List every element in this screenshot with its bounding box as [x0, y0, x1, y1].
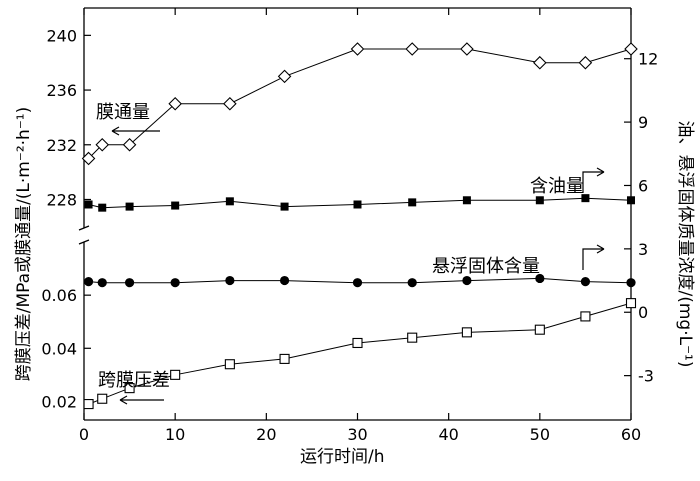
flux-left-arrow: [111, 126, 160, 136]
data-point-0: [405, 42, 419, 56]
data-point-1: [462, 196, 471, 205]
data-point-0: [350, 42, 365, 56]
y-right-tick-label: 0: [638, 303, 648, 322]
series-2: [83, 273, 636, 288]
y-axis-right-label: 油、悬浮固体质量浓度/(mg·L⁻¹): [675, 120, 695, 367]
data-point-3: [224, 359, 235, 370]
x-tick-label: 40: [438, 425, 458, 444]
y-left-lower-tick-label: 0.06: [41, 286, 77, 305]
data-point-1: [280, 202, 289, 211]
data-point-3: [124, 383, 135, 394]
data-point-1: [125, 202, 134, 211]
data-point-0: [578, 55, 593, 70]
data-point-0: [624, 42, 638, 56]
data-point-1: [84, 200, 93, 209]
y-left-upper-tick-label: 232: [46, 136, 77, 155]
x-tick-label: 50: [530, 425, 550, 444]
data-point-2: [580, 277, 591, 287]
data-point-2: [535, 273, 545, 284]
data-point-0: [277, 69, 292, 84]
data-point-1: [353, 200, 362, 209]
x-tick-label: 0: [79, 425, 89, 444]
series-1: [84, 194, 635, 212]
x-tick-label: 20: [256, 425, 276, 444]
data-point-0: [81, 151, 96, 166]
data-point-3: [534, 324, 545, 335]
ticks: 0 10 20 30 40 50 60 228 232 236 240 0.02 0.04 0.06 -3 0…: [41, 8, 658, 444]
data-point-2: [83, 277, 94, 287]
oil-right-arrow: [582, 167, 605, 193]
data-point-2: [225, 275, 235, 286]
x-tick-label: 10: [165, 425, 185, 444]
data-point-3: [279, 353, 290, 364]
y-left-upper-tick-label: 240: [46, 26, 77, 45]
y-right-tick-label: 6: [638, 176, 648, 195]
data-point-0: [533, 55, 547, 70]
data-point-2: [626, 278, 636, 288]
series-line-1: [88, 197, 632, 209]
data-point-2: [407, 278, 417, 288]
data-point-3: [407, 332, 418, 343]
data-point-3: [461, 327, 472, 338]
series-label-tmp: 跨膜压差: [98, 370, 170, 391]
data-point-1: [98, 203, 107, 212]
axis-break-mark: [78, 225, 90, 245]
series-3: [83, 298, 637, 410]
axes: [78, 7, 632, 421]
y-left-upper-tick-label: 228: [46, 190, 77, 209]
data-point-2: [462, 275, 472, 286]
data-point-2: [124, 278, 135, 288]
tmp-left-arrow: [119, 395, 164, 405]
series-label-flux: 膜通量: [96, 102, 150, 123]
data-point-1: [171, 201, 180, 210]
annotations: 膜通量 含油量 悬浮固体含量 跨膜压差 运行时间/h 跨膜压差/MPa或膜通量/…: [14, 102, 695, 467]
y-left-lower-tick-label: 0.04: [41, 339, 77, 358]
y-left-lower-tick-label: 0.02: [41, 392, 77, 411]
x-axis-label: 运行时间/h: [300, 447, 385, 467]
y-right-tick-label: -3: [638, 367, 654, 386]
data-point-3: [352, 337, 363, 349]
series-0: [81, 42, 638, 166]
data-point-1: [408, 198, 417, 207]
data-point-1: [581, 194, 590, 203]
data-point-0: [460, 42, 474, 56]
y-right-tick-label: 9: [638, 113, 648, 132]
data-point-2: [170, 278, 180, 288]
series-group: [81, 42, 638, 410]
data-point-1: [535, 196, 544, 205]
data-point-0: [95, 137, 110, 152]
data-point-0: [223, 96, 237, 111]
data-point-1: [225, 197, 234, 206]
ss-right-arrow: [582, 244, 605, 270]
data-point-2: [97, 278, 107, 288]
data-point-0: [122, 137, 137, 152]
data-point-3: [83, 399, 94, 410]
x-tick-label: 30: [347, 425, 367, 444]
data-point-2: [352, 278, 363, 288]
x-tick-label: 60: [621, 425, 641, 444]
data-point-3: [170, 369, 181, 380]
data-point-3: [580, 311, 591, 322]
data-point-0: [168, 96, 182, 111]
series-label-ss: 悬浮固体含量: [432, 256, 540, 277]
data-point-3: [97, 393, 108, 404]
data-point-3: [625, 298, 637, 309]
y-left-upper-tick-label: 236: [46, 81, 77, 100]
y-right-tick-label: 3: [638, 240, 648, 259]
data-point-2: [279, 275, 290, 286]
y-axis-left-label: 跨膜压差/MPa或膜通量/(L·m⁻²·h⁻¹): [14, 107, 34, 381]
y-right-tick-label: 12: [638, 50, 658, 69]
data-point-1: [627, 196, 635, 205]
series-label-oil: 含油量: [530, 176, 584, 197]
